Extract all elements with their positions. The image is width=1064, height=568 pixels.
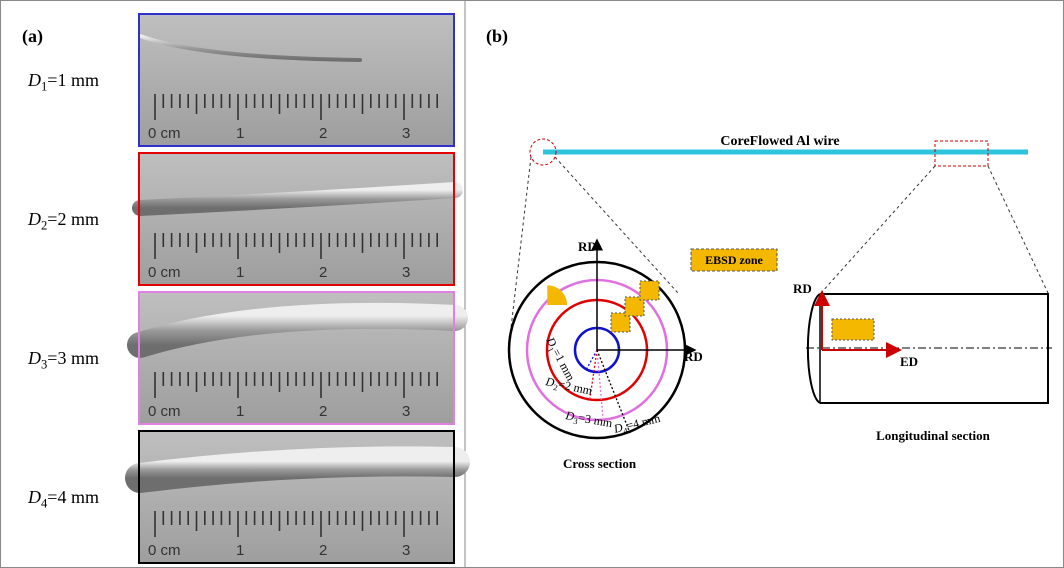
ruler-label: 2 [319, 403, 327, 420]
wire-photo [140, 461, 455, 478]
axis-label: RD [684, 349, 703, 364]
ruler-label: 1 [236, 125, 244, 142]
ruler-label: 0 cm [148, 264, 181, 281]
label: D4=4 mm [27, 487, 99, 511]
variable: D [27, 70, 41, 90]
label: D2=2 mm [27, 209, 99, 233]
value: =3 mm [47, 348, 99, 368]
label: D4=4 mm [611, 411, 662, 438]
ebsd-zone [832, 319, 874, 340]
variable: D [27, 209, 41, 229]
panel-label: (b) [486, 26, 508, 47]
ruler-label: 3 [402, 264, 410, 281]
axis-label: ED [900, 354, 918, 369]
label: D3=3 mm [563, 408, 614, 432]
caption: Cross section [563, 456, 637, 471]
photo-row: 0 cm 1 2 3 D2=2 mm [27, 153, 455, 285]
label: D2=2 mm [543, 374, 594, 400]
value: =1 mm [47, 70, 99, 90]
axis-label: RD [793, 281, 812, 296]
label: D3=3 mm [27, 348, 99, 372]
axis-label: RD [578, 239, 597, 254]
photo-row: 0 cm 1 2 3 D4=4 mm [27, 431, 455, 563]
ruler-label: 0 cm [148, 125, 181, 142]
variable: D [27, 348, 41, 368]
value: =3 mm [577, 410, 614, 430]
ruler-label: 0 cm [148, 403, 181, 420]
ruler-label: 3 [402, 542, 410, 559]
ruler-label: 2 [319, 264, 327, 281]
photo-row: 0 cm 1 2 3 D3=3 mm [27, 292, 455, 424]
ruler-label: 3 [402, 125, 410, 142]
photo-row: 0 cm 1 2 3 D1=1 mm [27, 14, 454, 146]
ruler-label: 1 [236, 542, 244, 559]
ruler-label: 1 [236, 403, 244, 420]
panel-label: (a) [22, 26, 43, 47]
figure: (a) 0 cm123D1=1 mm0 cm123D2=2 mm0 cm123D… [0, 0, 1064, 568]
value: =4 mm [47, 487, 99, 507]
caption: Longitudinal section [876, 428, 991, 443]
variable: D [27, 487, 41, 507]
value: =2 mm [47, 209, 99, 229]
label: D1=1 mm [27, 70, 99, 94]
legend-label: EBSD zone [705, 253, 763, 267]
value: =4 mm [625, 411, 662, 433]
ruler-label: 0 cm [148, 542, 181, 559]
ruler-label: 3 [402, 403, 410, 420]
ruler-label: 1 [236, 264, 244, 281]
ruler-label: 2 [319, 542, 327, 559]
ruler-label: 2 [319, 125, 327, 142]
wire-label: CoreFlowed Al wire [720, 134, 839, 149]
